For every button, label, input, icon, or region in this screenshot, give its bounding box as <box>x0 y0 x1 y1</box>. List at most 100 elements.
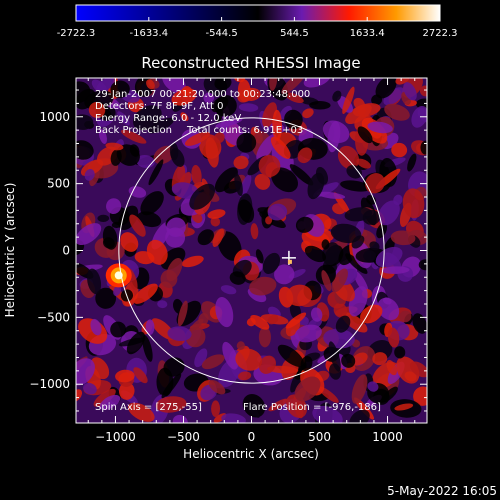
heatmap-blob <box>372 352 388 366</box>
heatmap-blob <box>95 287 117 309</box>
heatmap-blob <box>367 121 393 134</box>
heatmap-blob <box>417 107 427 123</box>
heatmap-blob <box>207 209 226 219</box>
chart-title: Reconstructed RHESSI Image <box>141 54 360 72</box>
heatmap-blob <box>238 199 255 223</box>
heatmap-blob <box>116 144 140 166</box>
heatmap-blob <box>126 331 146 355</box>
heatmap-blob <box>419 85 427 97</box>
x-tick-label: −500 <box>167 430 200 444</box>
heatmap-blob <box>76 114 94 130</box>
heatmap-blob <box>203 92 215 104</box>
heatmap-blob <box>284 109 303 130</box>
heatmap-blob <box>140 191 164 216</box>
energy-range-text: Energy Range: 6.0 - 12.0 keV <box>95 113 241 124</box>
heatmap-blob <box>375 78 397 99</box>
heatmap-blob <box>211 400 221 418</box>
heatmap-blob <box>105 142 124 151</box>
heatmap-blob <box>129 214 146 237</box>
heatmap-blob <box>409 361 427 378</box>
heatmap-blob <box>87 268 102 295</box>
heatmap-blob <box>333 302 348 318</box>
heatmap-blob <box>190 318 204 332</box>
heatmap-blob <box>229 271 246 285</box>
heatmap-blob <box>208 380 226 395</box>
heatmap-blob <box>157 300 168 309</box>
heatmap-blob <box>222 341 239 370</box>
heatmap-blob <box>274 264 295 285</box>
heatmap-blob <box>220 285 237 295</box>
heatmap-blob <box>381 266 410 274</box>
heatmap-blob <box>250 223 259 240</box>
method-text: Back Projection <box>95 125 172 136</box>
y-tick-label: −500 <box>37 310 70 324</box>
heatmap-blob <box>351 352 368 366</box>
heatmap-blob <box>233 155 249 170</box>
heatmap-blob <box>376 223 388 239</box>
heatmap-blob <box>162 78 186 94</box>
heatmap-blob <box>120 232 139 252</box>
heatmap-blob <box>258 355 276 374</box>
heatmap-blob <box>96 78 115 94</box>
heatmap-blob <box>217 231 242 261</box>
heatmap-blob <box>332 90 342 102</box>
heatmap-blob <box>378 200 400 226</box>
heatmap-blob <box>102 237 115 249</box>
colorbar-ticks <box>75 17 441 21</box>
heatmap-blob <box>258 326 271 348</box>
heatmap-blob <box>382 297 392 305</box>
x-tick-label: 500 <box>308 430 331 444</box>
heatmap-blob <box>395 78 410 85</box>
info-annotations: 29-Jan-2007 00:21:20.000 to 00:23:48.000… <box>95 89 381 413</box>
heatmap-blob <box>117 111 130 126</box>
heatmap-blob <box>420 140 427 155</box>
heatmap-blob <box>332 203 346 215</box>
heatmap-blob <box>272 109 283 142</box>
colorbar-tick-label: -1633.4 <box>129 28 168 39</box>
heatmap-blob <box>214 167 238 193</box>
colorbar <box>75 4 441 22</box>
x-axis-label: Heliocentric X (arcsec) <box>183 447 319 461</box>
colorbar-tick-labels: -2722.3 -1633.4 -544.5 544.5 1633.4 2722.3 <box>57 28 458 39</box>
heatmap-blob <box>189 183 216 210</box>
heatmap-blob <box>352 103 381 117</box>
heatmap-blob <box>99 394 121 410</box>
colorbar-tick-label: -2722.3 <box>57 28 96 39</box>
heatmap-blob <box>84 169 95 181</box>
heatmap-blob <box>375 246 403 268</box>
heatmap-blob <box>184 131 210 146</box>
heatmap-blob <box>407 153 417 172</box>
heatmap-blob <box>391 142 408 158</box>
flare-position-text: Flare Position = [-976,-186] <box>243 402 381 413</box>
x-tick-label: 1000 <box>372 430 403 444</box>
heatmap-blob <box>316 191 346 199</box>
heatmap-blob <box>413 386 427 406</box>
heatmap-blob <box>303 78 331 88</box>
heatmap-blob <box>97 214 110 222</box>
heatmap-blob <box>310 307 323 322</box>
heatmap-blob <box>171 88 197 106</box>
total-counts-text: Total counts: 6.91E+03 <box>186 125 303 136</box>
heatmap-blob <box>236 132 257 153</box>
heatmap-blob <box>382 386 398 403</box>
heatmap-blob <box>259 211 286 229</box>
heatmap-blob <box>294 402 304 419</box>
heatmap-blob <box>134 251 155 265</box>
heatmap-blob <box>289 164 314 186</box>
heatmap-blob <box>245 402 260 418</box>
y-tick-label: −1000 <box>29 377 70 391</box>
heatmap-blob <box>191 164 202 186</box>
heatmap-blob <box>171 182 199 199</box>
heatmap-blob <box>335 315 351 333</box>
heatmap-blob <box>363 250 377 262</box>
heatmap-blob <box>106 198 122 214</box>
y-tick-label: 0 <box>62 244 70 258</box>
heatmap-blob <box>369 241 380 251</box>
heatmap-blob <box>250 314 270 330</box>
heatmap-blob <box>321 239 330 250</box>
time-range-text: 29-Jan-2007 00:21:20.000 to 00:23:48.000 <box>95 89 310 100</box>
heatmap-blob <box>286 284 313 307</box>
heatmap-blob <box>295 216 314 233</box>
heatmap-blob <box>377 297 400 321</box>
